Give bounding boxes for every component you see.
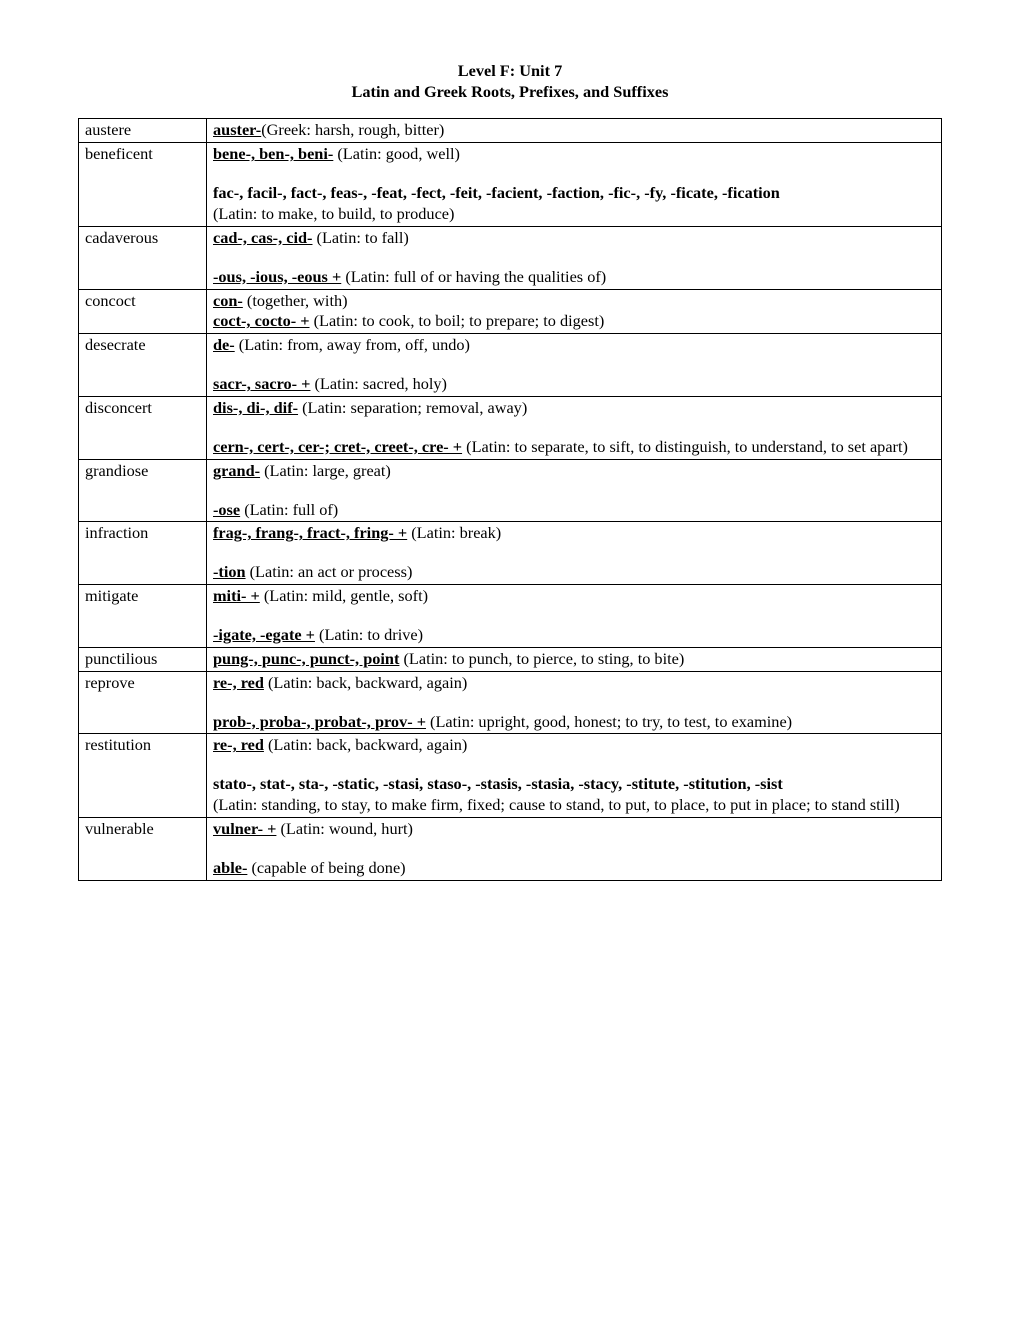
meaning: (Latin: full of) [240,500,338,519]
root: grand- [213,461,260,480]
meaning: (capable of being done) [247,858,405,877]
definition-cell: grand- (Latin: large, great) -ose (Latin… [207,459,942,522]
root: pung-, punc-, punct-, point [213,649,399,668]
root: frag-, frang-, fract-, fring- + [213,523,407,542]
meaning: (Latin: to cook, to boil; to prepare; to… [310,311,605,330]
root: -igate, -egate + [213,625,315,644]
definition-cell: de- (Latin: from, away from, off, undo) … [207,334,942,397]
definition-cell: vulner- + (Latin: wound, hurt) able- (ca… [207,817,942,880]
meaning: (Latin: an act or process) [246,562,413,581]
meaning: (Latin: to fall) [312,228,408,247]
table-row: desecrate de- (Latin: from, away from, o… [79,334,942,397]
meaning: (Latin: sacred, holy) [310,374,447,393]
definition-cell: frag-, frang-, fract-, fring- + (Latin: … [207,522,942,585]
meaning: (Latin: good, well) [333,144,460,163]
table-row: infraction frag-, frang-, fract-, fring-… [79,522,942,585]
definition-cell: miti- + (Latin: mild, gentle, soft) -iga… [207,585,942,648]
root: bene-, ben-, beni- [213,144,333,163]
meaning: (Latin: back, backward, again) [264,673,467,692]
word-cell: grandiose [79,459,207,522]
table-row: beneficent bene-, ben-, beni- (Latin: go… [79,143,942,227]
meaning: (together, with) [243,291,348,310]
word-cell: cadaverous [79,226,207,289]
table-row: concoct con- (together, with) coct-, coc… [79,289,942,334]
definition-cell: cad-, cas-, cid- (Latin: to fall) -ous, … [207,226,942,289]
word-cell: austere [79,119,207,143]
root: -ous, -ious, -eous + [213,267,341,286]
root: prob-, proba-, probat-, prov- + [213,712,426,731]
word-cell: restitution [79,734,207,818]
definition-cell: auster-(Greek: harsh, rough, bitter) [207,119,942,143]
definition-cell: pung-, punc-, punct-, point (Latin: to p… [207,647,942,671]
table-row: punctilious pung-, punc-, punct-, point … [79,647,942,671]
meaning: (Latin: from, away from, off, undo) [235,335,470,354]
page-title: Level F: Unit 7 Latin and Greek Roots, P… [78,60,942,102]
word-cell: reprove [79,671,207,734]
word-cell: punctilious [79,647,207,671]
word-cell: disconcert [79,396,207,459]
table-row: disconcert dis-, di-, dif- (Latin: separ… [79,396,942,459]
meaning: (Latin: standing, to stay, to make firm,… [213,795,900,814]
meaning: (Latin: upright, good, honest; to try, t… [426,712,792,731]
root: sacr-, sacro- + [213,374,310,393]
meaning: (Latin: mild, gentle, soft) [260,586,428,605]
meaning: (Latin: to drive) [315,625,423,644]
root: cern-, cert-, cer-; cret-, creet-, cre- … [213,437,462,456]
root: re-, red [213,735,264,754]
root: re-, red [213,673,264,692]
meaning: (Latin: to make, to build, to produce) [213,204,454,223]
root: cad-, cas-, cid- [213,228,312,247]
root: fac-, facil-, fact-, feas-, -feat, -fect… [213,183,780,202]
root: stato-, stat-, sta-, -static, -stasi, st… [213,774,783,793]
meaning: (Latin: break) [407,523,501,542]
root: coct-, cocto- + [213,311,310,330]
roots-table: austere auster-(Greek: harsh, rough, bit… [78,118,942,880]
table-row: vulnerable vulner- + (Latin: wound, hurt… [79,817,942,880]
root: auster- [213,120,261,139]
title-line-2: Latin and Greek Roots, Prefixes, and Suf… [352,82,669,101]
word-cell: beneficent [79,143,207,227]
table-row: reprove re-, red (Latin: back, backward,… [79,671,942,734]
definition-cell: con- (together, with) coct-, cocto- + (L… [207,289,942,334]
meaning: (Latin: to separate, to sift, to disting… [462,437,908,456]
meaning: (Latin: full of or having the qualities … [341,267,606,286]
definition-cell: re-, red (Latin: back, backward, again) … [207,671,942,734]
word-cell: infraction [79,522,207,585]
word-cell: desecrate [79,334,207,397]
root: vulner- + [213,819,276,838]
meaning: (Latin: back, backward, again) [264,735,467,754]
table-row: restitution re-, red (Latin: back, backw… [79,734,942,818]
root: miti- + [213,586,260,605]
meaning: (Latin: wound, hurt) [276,819,413,838]
root: de- [213,335,235,354]
root: -tion [213,562,246,581]
title-line-1: Level F: Unit 7 [458,61,562,80]
root: dis-, di-, dif- [213,398,298,417]
definition-cell: re-, red (Latin: back, backward, again) … [207,734,942,818]
table-row: cadaverous cad-, cas-, cid- (Latin: to f… [79,226,942,289]
word-cell: mitigate [79,585,207,648]
root: con- [213,291,243,310]
table-row: grandiose grand- (Latin: large, great) -… [79,459,942,522]
root: able- [213,858,247,877]
definition-cell: bene-, ben-, beni- (Latin: good, well) f… [207,143,942,227]
table-row: mitigate miti- + (Latin: mild, gentle, s… [79,585,942,648]
table-row: austere auster-(Greek: harsh, rough, bit… [79,119,942,143]
meaning: (Latin: to punch, to pierce, to sting, t… [399,649,684,668]
definition-cell: dis-, di-, dif- (Latin: separation; remo… [207,396,942,459]
meaning: (Greek: harsh, rough, bitter) [261,120,444,139]
word-cell: vulnerable [79,817,207,880]
word-cell: concoct [79,289,207,334]
root: -ose [213,500,240,519]
meaning: (Latin: separation; removal, away) [298,398,527,417]
meaning: (Latin: large, great) [260,461,391,480]
